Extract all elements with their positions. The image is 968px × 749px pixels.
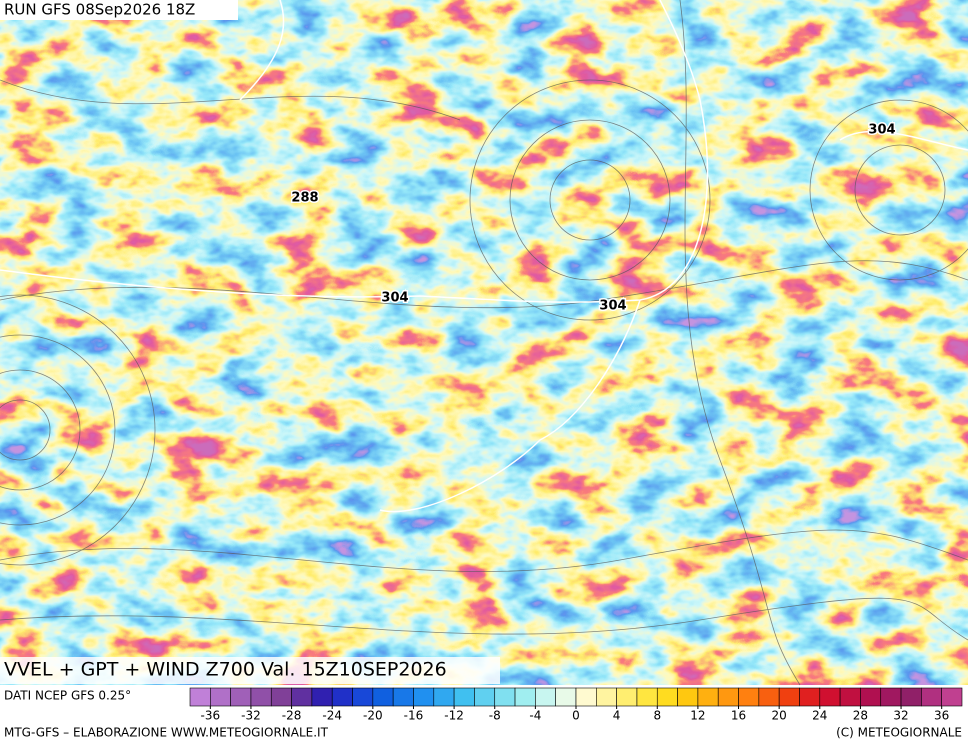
colorbar-swatch — [921, 687, 942, 707]
contour-label: 288 — [291, 191, 318, 206]
colorbar-tick-label: -12 — [444, 709, 464, 723]
colorbar-tick-label: -24 — [322, 709, 342, 723]
colorbar-swatch — [616, 687, 638, 707]
contour-label: 304 — [381, 291, 408, 306]
source-label: DATI NCEP GFS 0.25° — [4, 689, 131, 703]
colorbar-swatch — [372, 687, 394, 707]
contour-labels: 288 304 304 304 — [290, 121, 897, 315]
colorbar-swatch — [860, 687, 882, 707]
colorbar-swatch — [656, 687, 678, 707]
colorbar-tick-label: 4 — [613, 709, 621, 723]
colorbar-swatch — [778, 687, 800, 707]
colorbar-swatch — [230, 687, 252, 707]
contour-label: 304 — [599, 299, 626, 314]
colorbar-swatch — [189, 687, 211, 707]
colorbar-tick-label: 20 — [772, 709, 787, 723]
colorbar-tick-label: 28 — [853, 709, 868, 723]
colorbar-tick-label: -8 — [489, 709, 501, 723]
colorbar-tick-label: -20 — [363, 709, 383, 723]
colorbar-tick-label: 8 — [653, 709, 661, 723]
colorbar-swatch — [494, 687, 516, 707]
colorbar-swatch — [311, 687, 333, 707]
colorbar-swatch — [270, 687, 292, 707]
colorbar-tick-label: -16 — [404, 709, 424, 723]
colorbar-swatch — [839, 687, 861, 707]
colorbar-swatch — [535, 687, 556, 707]
product-label-box — [0, 657, 500, 684]
colorbar-tick-label: -32 — [241, 709, 261, 723]
colorbar-tick-label: -28 — [282, 709, 302, 723]
colorbar-swatch — [900, 687, 922, 707]
colorbar-tick-label: -36 — [201, 709, 221, 723]
contour-label: 304 — [868, 123, 895, 138]
colorbar-swatch — [210, 687, 231, 707]
footer-left: MTG-GFS – ELABORAZIONE WWW.METEOGIORNALE… — [4, 726, 329, 740]
colorbar-swatch — [474, 687, 496, 707]
colorbar-tick-label: 32 — [893, 709, 908, 723]
colorbar-tick-label: 16 — [731, 709, 746, 723]
vertical-velocity-field — [0, 0, 968, 685]
colorbar-swatch — [717, 687, 739, 707]
colorbar-swatch — [453, 687, 475, 707]
run-label: RUN GFS 08Sep2026 18Z — [4, 1, 195, 19]
colorbar-swatch — [677, 687, 699, 707]
colorbar-swatch — [331, 687, 353, 707]
colorbar-swatch — [758, 687, 780, 707]
colorbar-tick-label: -4 — [529, 709, 541, 723]
colorbar-swatch — [575, 687, 597, 707]
colorbar-swatch — [738, 687, 760, 707]
colorbar-swatch — [941, 687, 963, 707]
colorbar-swatch — [555, 687, 577, 707]
footer-right: (C) METEOGIORNALE — [836, 726, 962, 740]
colorbar-tick-label: 24 — [812, 709, 827, 723]
colorbar-swatch — [413, 687, 435, 707]
run-label-box — [0, 0, 238, 20]
colorbar-tick-label: 36 — [934, 709, 949, 723]
map: 288 304 304 304 — [0, 0, 968, 686]
colorbar: -36 -32 -28 -24 -20 -16 -12 -8 -4 0 4 8 12 16 20 24 28 32… — [189, 687, 963, 723]
colorbar-swatch — [636, 687, 658, 707]
colorbar-swatch — [291, 687, 313, 707]
colorbar-swatch — [433, 687, 455, 707]
geopotential-contours — [0, 0, 968, 512]
colorbar-swatch — [514, 687, 536, 707]
colorbar-swatch — [819, 687, 841, 707]
colorbar-swatch — [880, 687, 902, 707]
product-label: VVEL + GPT + WIND Z700 Val. 15Z10SEP2026 — [4, 659, 447, 681]
colorbar-tick-label: 12 — [690, 709, 705, 723]
streamlines — [0, 0, 968, 686]
colorbar-swatch — [392, 687, 414, 707]
colorbar-swatch — [697, 687, 719, 707]
colorbar-swatch — [596, 687, 617, 707]
colorbar-tick-label: 0 — [572, 709, 580, 723]
colorbar-swatch — [250, 687, 272, 707]
colorbar-swatch — [799, 687, 821, 707]
colorbar-swatch — [352, 687, 374, 707]
